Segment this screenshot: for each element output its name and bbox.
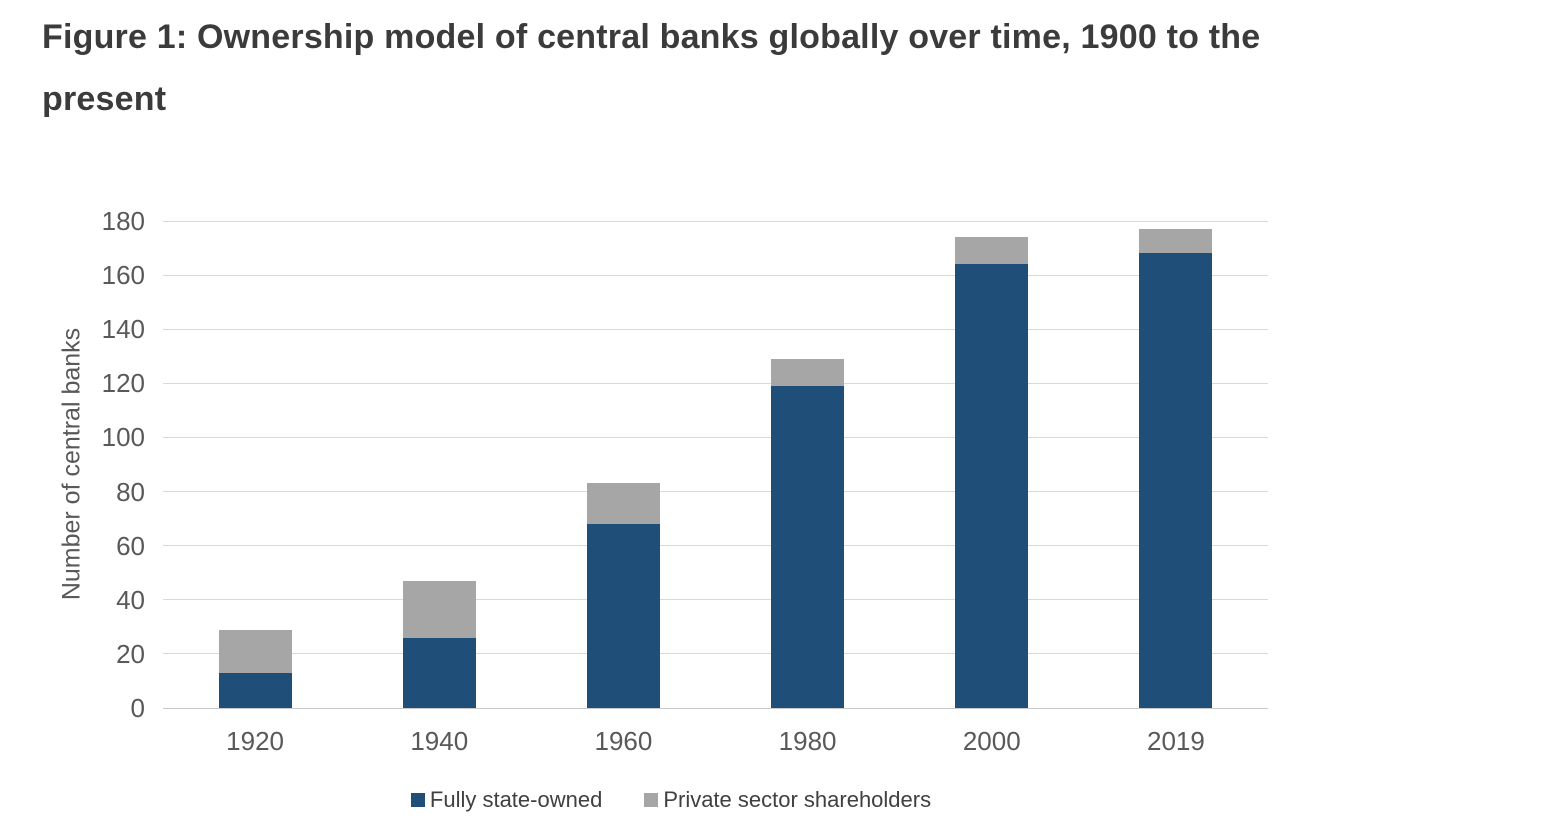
bar-segment-fully-state-owned — [1139, 253, 1213, 708]
legend-swatch — [410, 793, 425, 807]
bar-segment-fully-state-owned — [218, 672, 292, 708]
gridline — [163, 653, 1268, 655]
bar-segment-fully-state-owned — [771, 386, 845, 708]
gridline — [163, 436, 1268, 438]
x-axis-line — [163, 707, 1268, 709]
bar-segment-private-sector-shareholders — [218, 629, 292, 673]
gridline — [163, 274, 1268, 276]
bar-segment-private-sector-shareholders — [402, 580, 476, 638]
bar-segment-private-sector-shareholders — [1139, 229, 1213, 254]
x-tick-label: 2019 — [1146, 726, 1205, 756]
chart-legend: Fully state-owned Private sector sharehol… — [0, 785, 1342, 815]
gridline — [163, 545, 1268, 547]
bar-segment-private-sector-shareholders — [586, 483, 660, 525]
x-tick-label: 1960 — [594, 726, 653, 756]
bar-segment-fully-state-owned — [402, 637, 476, 708]
y-tick-label: 40 — [116, 584, 145, 615]
legend-label: Fully state-owned — [429, 787, 603, 812]
bar-segment-fully-state-owned — [586, 524, 660, 708]
gridline — [163, 328, 1268, 330]
y-tick-label: 140 — [101, 314, 145, 345]
x-tick-label: 1940 — [410, 726, 469, 756]
y-tick-label: 120 — [101, 368, 145, 399]
legend-item: Private sector shareholders — [644, 787, 931, 813]
figure-title-line1: Figure 1: Ownership model of central ban… — [42, 18, 1261, 56]
bar-segment-private-sector-shareholders — [955, 237, 1029, 265]
y-tick-label: 80 — [116, 476, 145, 507]
legend-item: Fully state-owned — [410, 787, 603, 813]
gridline — [163, 382, 1268, 384]
x-tick-label: 1980 — [778, 726, 837, 756]
x-tick-label: 1920 — [226, 726, 284, 756]
bar-segment-fully-state-owned — [955, 264, 1029, 708]
gridline — [163, 220, 1268, 222]
legend-swatch — [644, 793, 659, 807]
gridline — [163, 491, 1268, 493]
y-tick-label: 60 — [116, 530, 145, 561]
bar-segment-private-sector-shareholders — [771, 358, 845, 387]
y-tick-label: 0 — [130, 693, 145, 723]
y-tick-label: 20 — [116, 638, 145, 669]
figure-title-line2: present — [42, 80, 167, 118]
figure-title: Figure 1: Ownership model of central ban… — [42, 6, 1260, 130]
gridline — [163, 599, 1268, 601]
y-tick-label: 180 — [101, 206, 145, 236]
x-tick-label: 2000 — [962, 726, 1021, 756]
legend-label: Private sector shareholders — [663, 787, 932, 812]
y-tick-label: 100 — [101, 422, 145, 453]
y-tick-label: 160 — [101, 260, 145, 291]
